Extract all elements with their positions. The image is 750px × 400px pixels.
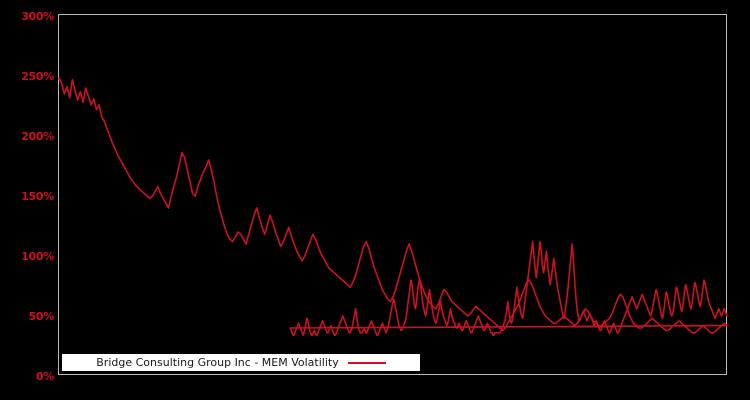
y-tick-label-250: 250% (21, 70, 54, 83)
series-paths (58, 77, 728, 336)
y-tick-label-300: 300% (21, 10, 54, 23)
y-axis-tick-labels: 0% 50% 100% 150% 200% 250% 300% (0, 0, 54, 400)
y-tick-label-200: 200% (21, 130, 54, 143)
y-tick-label-0: 0% (35, 370, 54, 383)
legend-series-label: Bridge Consulting Group Inc - MEM Volati… (96, 356, 339, 369)
plot-area-frame (58, 14, 727, 375)
y-tick-label-50: 50% (28, 310, 55, 323)
legend-line-swatch (347, 361, 386, 364)
y-tick-label-150: 150% (21, 190, 54, 203)
y-tick-label-100: 100% (21, 250, 54, 263)
series-line-0 (58, 77, 728, 336)
chart-legend[interactable]: Bridge Consulting Group Inc - MEM Volati… (62, 354, 420, 371)
